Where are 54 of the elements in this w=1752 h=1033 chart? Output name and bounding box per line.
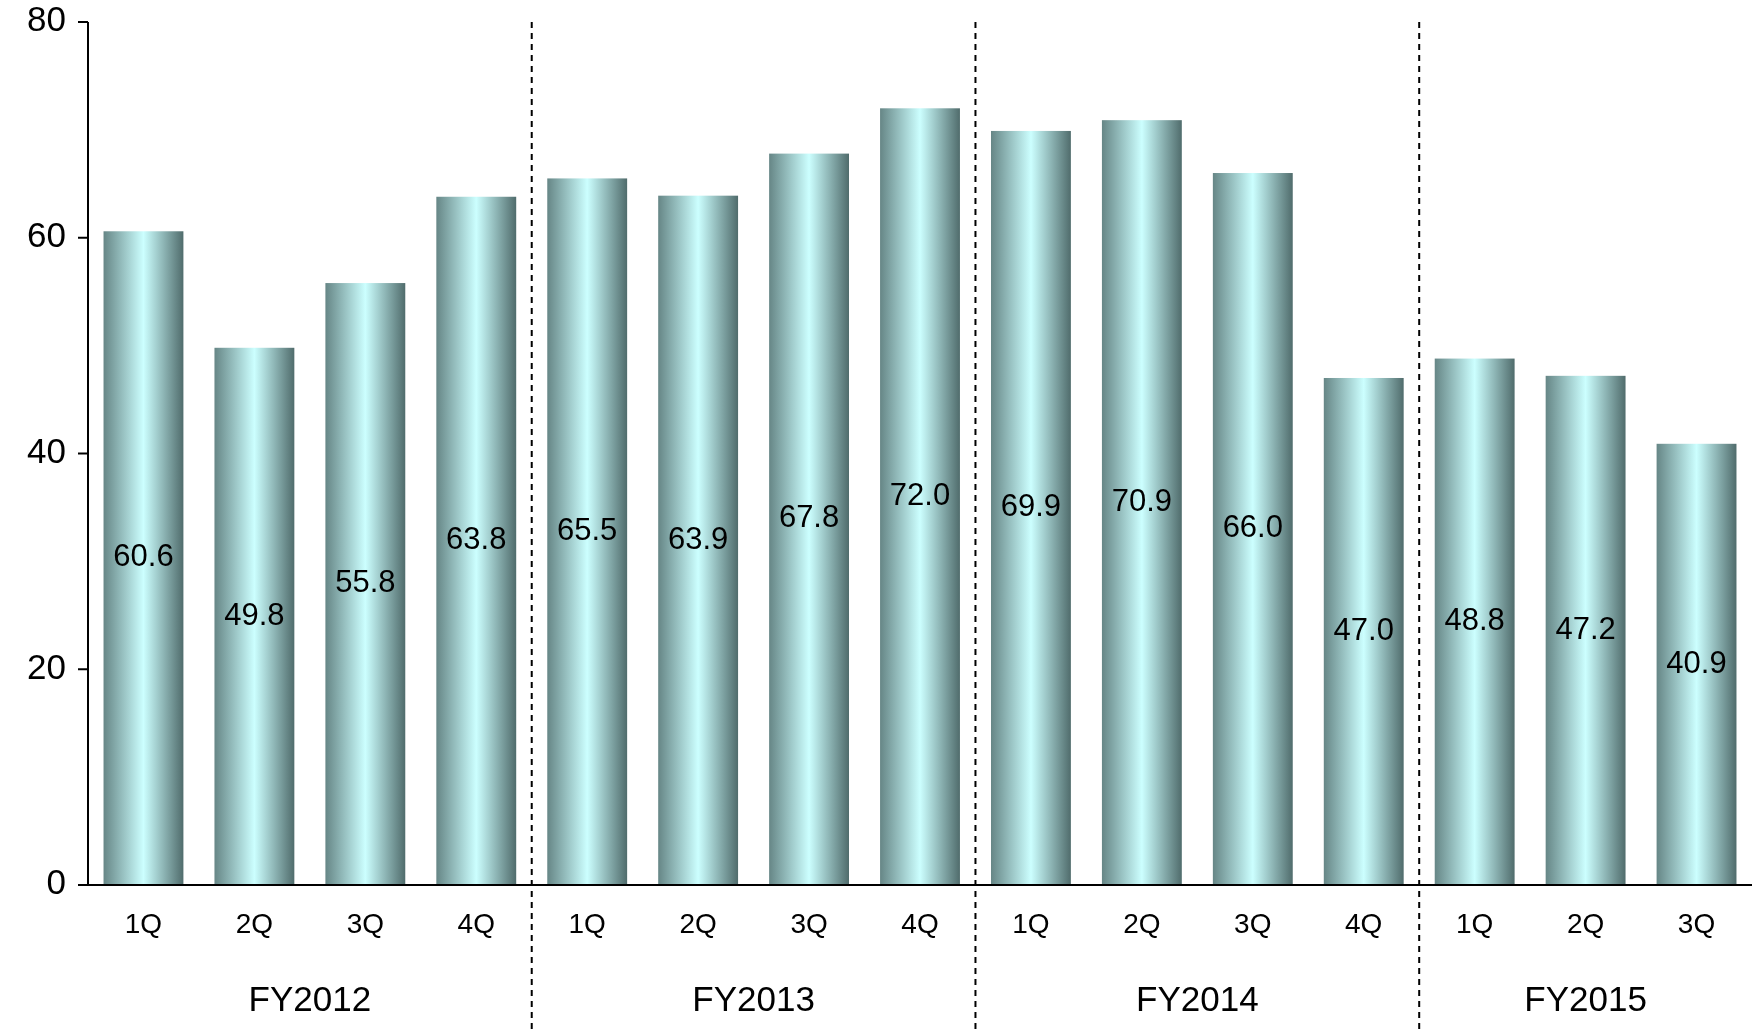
y-tick-label: 0 <box>46 862 66 902</box>
bar <box>1656 443 1737 885</box>
bar <box>1212 173 1293 885</box>
data-label: 55.8 <box>335 564 396 600</box>
x-tick-label: 3Q <box>1234 908 1272 939</box>
x-tick-label: 2Q <box>1123 908 1161 939</box>
x-tick-label: 2Q <box>235 908 274 939</box>
x-tick-label: 1Q <box>568 908 606 939</box>
x-tick-label: 1Q <box>1455 908 1494 939</box>
data-label: 48.8 <box>1444 601 1505 637</box>
data-label: 47.0 <box>1333 611 1394 647</box>
data-label: 60.6 <box>113 538 174 574</box>
bar <box>1101 120 1182 885</box>
bar <box>1323 377 1404 885</box>
bar <box>547 178 628 885</box>
y-tick-label: 80 <box>27 0 66 39</box>
bar <box>436 196 517 885</box>
x-tick-label: 3Q <box>1677 908 1716 939</box>
x-tick-label: 2Q <box>1566 908 1605 939</box>
data-label: 65.5 <box>557 511 618 547</box>
x-tick-label: 2Q <box>679 908 717 939</box>
data-label: 49.8 <box>224 596 285 632</box>
text: FY2015 <box>1524 979 1647 1018</box>
y-tick-label: 60 <box>27 215 66 254</box>
data-label: 70.9 <box>1111 482 1173 518</box>
x-tick-label: 4Q <box>1345 908 1383 939</box>
bar <box>658 195 739 885</box>
bar <box>325 283 406 885</box>
y-tick-label: 40 <box>27 430 66 470</box>
bar <box>103 231 184 885</box>
y-tick-label: 20 <box>27 646 66 686</box>
data-label: 72.0 <box>889 476 951 512</box>
text: FY2014 <box>1136 979 1259 1018</box>
data-label: 69.9 <box>1000 488 1062 524</box>
x-tick-label: 4Q <box>901 908 939 939</box>
x-tick-label: 3Q <box>346 908 385 939</box>
data-label: 67.8 <box>778 499 840 535</box>
bar <box>880 108 960 885</box>
data-label: 63.8 <box>446 521 507 557</box>
bar <box>214 347 295 885</box>
text: FY2013 <box>692 979 815 1018</box>
x-tick-label: 1Q <box>124 908 163 939</box>
x-tick-label: 1Q <box>1012 908 1050 939</box>
x-tick-label: 3Q <box>790 908 828 939</box>
x-tick-label: 4Q <box>457 908 495 939</box>
bar <box>1545 375 1626 885</box>
bar <box>769 153 849 885</box>
text: FY2012 <box>248 979 372 1018</box>
data-label: 40.9 <box>1666 644 1727 680</box>
bar <box>991 130 1071 885</box>
data-label: 63.9 <box>667 520 729 556</box>
data-label: 47.2 <box>1555 610 1616 646</box>
data-label: 66.0 <box>1222 509 1283 545</box>
bar <box>1434 358 1515 885</box>
